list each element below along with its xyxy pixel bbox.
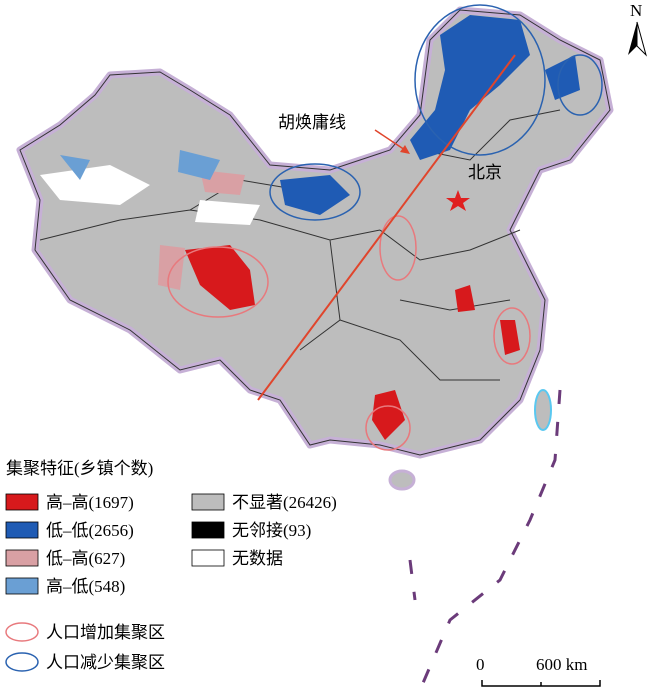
decrease-zone (414, 4, 546, 156)
legend-label: 低–低(2656) (46, 521, 134, 540)
zone-swatch (5, 652, 39, 672)
label-arrow (374, 129, 409, 153)
scale-end: 600 km (536, 655, 587, 674)
label-arrowhead (400, 145, 410, 154)
decrease-zone (557, 54, 603, 116)
decrease-zone (269, 163, 361, 221)
legend-swatch (191, 521, 225, 539)
high-high-area (185, 245, 520, 440)
legend-label: 不显著(26426) (232, 493, 337, 512)
zones (167, 4, 603, 451)
line-label: 胡焕庸线 (278, 113, 346, 132)
increase-zone (167, 246, 269, 318)
no-data-area (40, 165, 260, 225)
legend-swatch (5, 577, 39, 595)
north-arrow (636, 21, 647, 57)
north-label: N (630, 1, 642, 20)
legend-swatch (5, 521, 39, 539)
legend-label: 无邻接(93) (232, 521, 311, 540)
zone-swatch (5, 622, 39, 642)
legend: 高–高(1697) 低–低(2656) 低–高(627) 高–低(548) 不显著(26… (5, 493, 337, 672)
legend-label: 高–高(1697) (46, 493, 134, 512)
island (388, 469, 416, 491)
legend-label: 高–低(548) (46, 577, 125, 596)
legend-swatch (191, 493, 225, 511)
increase-zone (365, 405, 411, 451)
low-low-area (280, 15, 580, 215)
scale-bar (481, 680, 601, 687)
capital-label: 北京 (468, 163, 502, 182)
zone-label: 人口增加集聚区 (46, 623, 165, 642)
legend-label: 低–高(627) (46, 549, 125, 568)
island (534, 389, 552, 431)
hu-line (257, 54, 516, 401)
increase-zone (493, 307, 531, 365)
legend-title: 集聚特征(乡镇个数) (6, 459, 153, 478)
high-low-area (60, 150, 220, 180)
maritime-boundary (408, 389, 562, 691)
scale-start: 0 (476, 655, 485, 674)
north-arrow (628, 22, 637, 55)
capital-star (446, 190, 470, 211)
legend-swatch (191, 549, 225, 567)
zone-label: 人口减少集聚区 (46, 653, 165, 672)
legend-label: 无数据 (232, 549, 283, 568)
increase-zone (379, 215, 417, 281)
legend-swatch (5, 493, 39, 511)
country-border (19, 9, 611, 456)
legend-swatch (5, 549, 39, 567)
